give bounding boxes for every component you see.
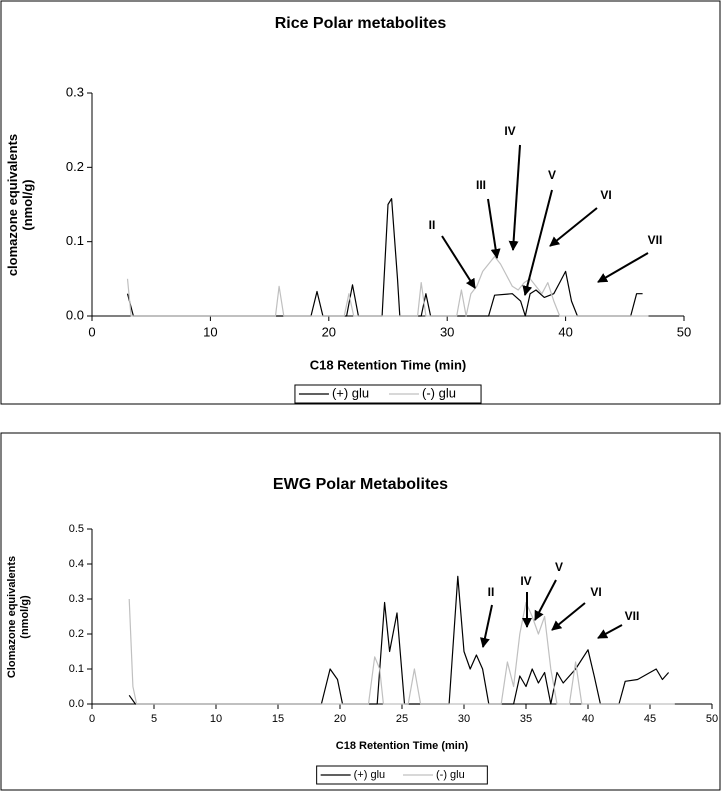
annotation: III: [476, 178, 486, 192]
chart-title: EWG Polar Metabolites: [273, 476, 448, 493]
legend-label: (+) glu: [354, 769, 386, 781]
y-tick-label: 0.3: [69, 593, 84, 605]
annotation-arrow: [597, 624, 623, 639]
y-tick-label: 0.2: [66, 159, 84, 174]
chart-title: Rice Polar metabolites: [275, 15, 447, 32]
annotation-arrow: [479, 604, 493, 648]
y-tick-label: 0.1: [69, 663, 84, 675]
legend: (+) glu (-) glu: [294, 384, 482, 404]
legend-label: (+) glu: [332, 385, 369, 400]
legend-label: (-) glu: [436, 769, 465, 781]
x-tick-label: 30: [440, 324, 454, 339]
x-axis-label: C18 Retention Time (min): [310, 357, 467, 372]
x-tick-label: 40: [558, 324, 572, 339]
series-line: [126, 255, 649, 317]
y-tick-label: 0.4: [69, 558, 84, 570]
legend-box: [294, 384, 482, 404]
chart-frame: [0, 432, 721, 791]
legend-label: (-) glu: [422, 385, 456, 400]
y-tick-label: 0.2: [69, 628, 84, 640]
x-tick-label: 35: [520, 713, 532, 725]
y-axis-label: clomazone equivalents (nmol/g): [5, 133, 35, 277]
x-tick-label: 10: [203, 324, 217, 339]
x-tick-label: 25: [396, 713, 408, 725]
annotation: II: [429, 218, 436, 232]
x-tick-label: 50: [677, 324, 691, 339]
x-tick-label: 45: [644, 713, 656, 725]
series-line: [126, 198, 643, 317]
annotation-arrow: [508, 144, 521, 251]
y-tick-label: 0.0: [69, 698, 84, 710]
x-tick-label: 0: [88, 324, 95, 339]
annotation: VII: [648, 233, 663, 247]
y-tick-label: 0.3: [66, 84, 84, 99]
x-tick-label: 20: [322, 324, 336, 339]
annotation: V: [555, 560, 563, 574]
annotation: IV: [520, 574, 531, 588]
annotation-arrow: [597, 252, 649, 283]
annotation: VI: [600, 188, 611, 202]
annotation: VII: [625, 609, 640, 623]
annotation: V: [548, 168, 556, 182]
annotation-arrow: [534, 579, 557, 621]
x-tick-label: 40: [582, 713, 594, 725]
y-tick-label: 0.1: [66, 233, 84, 248]
x-tick-label: 50: [706, 713, 718, 725]
annotation-arrow: [549, 207, 598, 247]
y-tick-label: 0.0: [66, 307, 84, 322]
x-axis-label: C18 Retention Time (min): [336, 740, 469, 752]
y-tick-label: 0.5: [69, 523, 84, 535]
annotation: VI: [590, 585, 601, 599]
annotation-arrow: [441, 235, 476, 289]
series-line: [128, 598, 675, 705]
annotation-arrow: [487, 198, 501, 259]
x-tick-label: 0: [89, 713, 95, 725]
y-axis-label: Clomazone equivalents (nmol/g): [6, 555, 31, 679]
x-tick-label: 15: [272, 713, 284, 725]
annotation-arrow: [522, 189, 553, 296]
annotation-arrow: [551, 602, 586, 631]
x-tick-label: 5: [151, 713, 157, 725]
x-tick-label: 20: [334, 713, 346, 725]
x-tick-label: 30: [458, 713, 470, 725]
annotation: II: [488, 585, 495, 599]
annotation: IV: [504, 124, 515, 138]
x-tick-label: 10: [210, 713, 222, 725]
legend: (+) glu (-) glu: [316, 765, 488, 785]
legend-box: [316, 765, 488, 785]
chart-frame: [0, 0, 721, 405]
